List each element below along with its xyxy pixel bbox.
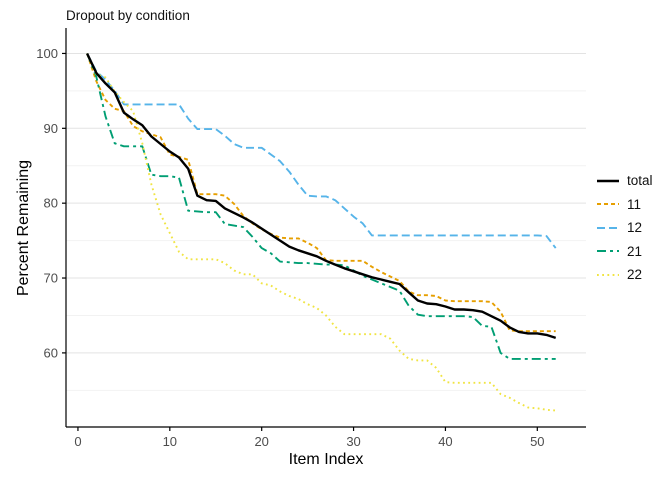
y-tick-label: 80: [44, 196, 58, 211]
x-tick-label: 40: [438, 434, 452, 449]
x-tick-label: 0: [74, 434, 81, 449]
y-tick-label: 70: [44, 271, 58, 286]
legend-label: 12: [627, 220, 643, 236]
legend-label: total: [627, 173, 653, 189]
x-tick-label: 20: [254, 434, 268, 449]
legend-entry-total: total: [596, 169, 653, 193]
y-tick-label: 60: [44, 345, 58, 360]
legend-key-line: [597, 179, 619, 182]
series-line-22: [86, 53, 556, 412]
legend-key-line: [597, 203, 619, 206]
x-tick-label: 10: [163, 434, 177, 449]
x-tick-label: 30: [346, 434, 360, 449]
x-axis-label: Item Index: [288, 451, 364, 468]
legend-key-line: [597, 226, 619, 229]
legend-label: 11: [627, 196, 642, 212]
y-tick-label: 90: [44, 121, 58, 136]
legend: total 11 12 21 22: [596, 169, 653, 287]
legend-key-line: [597, 250, 619, 253]
y-axis-label: Percent Remaining: [15, 159, 32, 297]
legend-entry-22: 22: [596, 263, 653, 287]
y-tick-label: 100: [36, 46, 58, 61]
legend-entry-21: 21: [596, 240, 653, 264]
chart-title: Dropout by condition: [66, 8, 190, 23]
series-line-12: [86, 53, 557, 249]
series-line-total: [86, 52, 557, 340]
legend-entry-11: 11: [596, 193, 653, 217]
legend-label: 22: [627, 267, 643, 283]
legend-key-line: [597, 273, 619, 276]
legend-entry-12: 12: [596, 216, 653, 240]
x-tick-label: 50: [530, 434, 544, 449]
legend-label: 21: [627, 243, 643, 259]
series-line-11: [86, 53, 556, 333]
series-line-21: [86, 53, 556, 360]
